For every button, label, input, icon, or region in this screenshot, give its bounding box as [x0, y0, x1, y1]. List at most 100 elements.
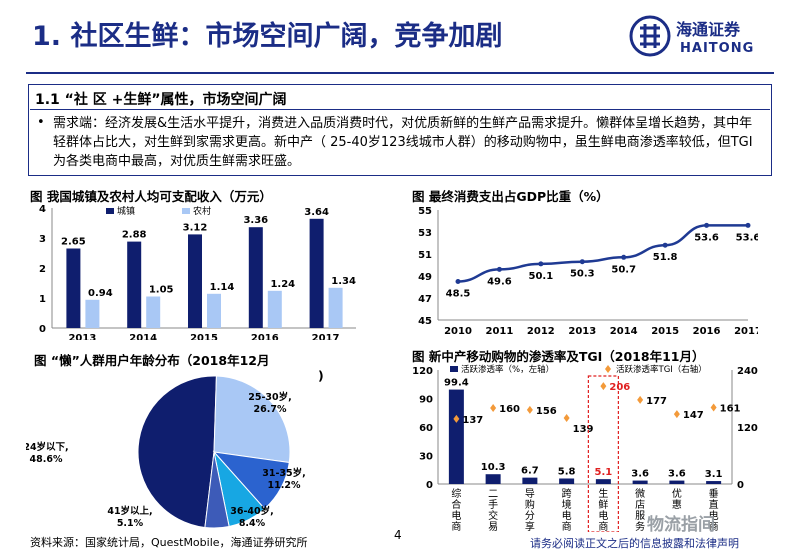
data-point — [579, 259, 585, 265]
chart-age-title: 图 “懒”人群用户年龄分布（2018年12月 — [34, 353, 270, 368]
bar-urban — [309, 218, 324, 328]
pie-slice-value: 26.7% — [254, 404, 287, 415]
data-label: 51.8 — [653, 252, 678, 263]
data-label: 50.3 — [570, 269, 595, 280]
x-tick-label: 2010 — [444, 326, 472, 337]
y-left-tick-label: 120 — [412, 366, 433, 377]
y-left-tick-label: 60 — [419, 423, 433, 434]
bar-rural-label: 1.14 — [210, 282, 235, 293]
x-tick-char: 服 — [635, 510, 645, 522]
x-tick-char: 电 — [562, 509, 572, 522]
x-tick-char: 商 — [451, 520, 461, 532]
summary-text: 需求端：经济发展&生活水平提升，消费进入品质消费时代，对优质新鲜的生鲜产品需求提… — [53, 116, 753, 169]
bar-rural — [146, 296, 161, 328]
summary-box: 1.1 “社 区 +生鲜”属性，市场空间广阔 • 需求端：经济发展&生活水平提升… — [28, 84, 772, 176]
series-line — [457, 224, 748, 283]
bar-rural — [328, 287, 343, 328]
slide-title: 1. 社区生鲜：市场空间广阔，竞争加剧 — [32, 21, 503, 52]
tgi-label: 160 — [499, 404, 520, 415]
pie-slice — [213, 375, 291, 464]
y-left-tick-label: 0 — [426, 480, 433, 491]
x-tick-label: 2016 — [693, 326, 721, 337]
bar-label: 3.1 — [705, 469, 723, 480]
x-tick-char: 导 — [525, 488, 535, 500]
bar-penetration — [595, 479, 611, 484]
highlight-box — [587, 375, 619, 532]
legend-label-tgi: 活跃渗透率TGI（右轴） — [616, 364, 707, 375]
legend-marker-tgi — [605, 365, 611, 373]
bar-rural-label: 1.05 — [149, 285, 174, 296]
bar-urban-label: 3.12 — [183, 222, 208, 233]
y-tick-label: 51 — [418, 250, 432, 261]
data-label: 53.6 — [694, 232, 719, 243]
x-tick-char: 综 — [451, 487, 461, 500]
x-tick-char: 商 — [562, 520, 572, 532]
bar-urban — [248, 227, 263, 328]
tgi-marker — [600, 382, 607, 391]
x-tick-char: 电 — [451, 509, 461, 522]
x-tick-char: 电 — [598, 509, 608, 522]
chart-income: 0 1 2 3 4 城镇 农村 2.65 0.94 2013 2.88 1.05 2014 3.12 1.1… — [39, 204, 356, 340]
x-tick-char: 店 — [635, 498, 645, 511]
data-point — [496, 266, 502, 272]
chart-tgi-title: 图 新中产移动购物的渗透率及TGI（2018年11月） — [412, 349, 705, 364]
bar-penetration — [485, 474, 501, 484]
y-right-tick-label: 240 — [737, 366, 758, 377]
watermark-text: 物流指间 — [647, 515, 715, 535]
x-tick-char: 易 — [488, 521, 498, 532]
tgi-marker — [673, 410, 680, 419]
x-tick-label: 2014 — [129, 333, 157, 340]
tgi-label: 177 — [646, 396, 667, 407]
x-tick-label: 2015 — [190, 333, 218, 340]
data-label: 48.5 — [446, 289, 471, 300]
tgi-label: 139 — [573, 424, 594, 435]
pie-slice-label: 36-40岁, — [230, 505, 274, 517]
pie-slice-label: 24岁以下, — [26, 441, 69, 453]
y-tick-label: 47 — [418, 294, 432, 305]
x-tick-char: 鲜 — [598, 498, 608, 511]
logo-cn-text: 海通证券 — [676, 20, 741, 39]
y-right-tick-label: 0 — [737, 480, 744, 491]
bar-penetration — [522, 477, 538, 484]
x-tick-char: 直 — [709, 498, 719, 511]
bar-rural-label: 1.24 — [270, 279, 295, 290]
y-tick-label: 2 — [39, 264, 46, 275]
x-tick-label: 2011 — [486, 326, 514, 337]
bar-penetration — [559, 478, 575, 484]
tgi-marker — [526, 405, 533, 414]
chart-age-title-tail: ) — [318, 368, 324, 383]
chart-income-title: 图 我国城镇及农村人均可支配收入（万元） — [30, 189, 272, 204]
tgi-marker — [710, 403, 717, 412]
chart-consumption-title: 图 最终消费支出占GDP比重（%） — [412, 189, 609, 204]
bar-urban-label: 3.64 — [304, 207, 329, 218]
bar-urban-label: 2.65 — [61, 237, 86, 248]
data-label: 49.6 — [487, 276, 512, 287]
x-tick-char: 生 — [598, 487, 608, 500]
legend-swatch — [182, 208, 190, 214]
title-divider — [26, 72, 774, 74]
x-tick-label: 2013 — [68, 333, 96, 340]
bar-penetration — [448, 389, 464, 484]
pie-slice-value: 11.2% — [268, 480, 301, 491]
x-tick-label: 2014 — [610, 326, 638, 337]
x-tick-char: 惠 — [672, 498, 682, 511]
bar-urban-label: 2.88 — [122, 230, 147, 241]
pie-slice-value: 48.6% — [30, 454, 63, 465]
legend-swatch-bar — [450, 366, 458, 372]
data-label: 50.7 — [611, 264, 636, 275]
tgi-marker — [453, 414, 460, 423]
bar-penetration — [669, 480, 685, 484]
data-label: 50.1 — [529, 271, 554, 282]
chart-age: 24岁以下,48.6% 25-30岁,26.7% 31-35岁,11.2% 36-40… — [26, 375, 306, 529]
bar-label: 5.8 — [558, 466, 576, 477]
tgi-label: 206 — [609, 382, 630, 393]
pie-slice-label: 25-30岁, — [248, 391, 292, 403]
x-tick-char: 微 — [635, 487, 645, 500]
x-tick-char: 二 — [488, 489, 498, 500]
page-number: 4 — [394, 528, 402, 542]
data-label: 53.6 — [736, 232, 758, 243]
x-tick-char: 购 — [525, 498, 535, 511]
tgi-label: 161 — [720, 404, 741, 415]
data-point — [621, 254, 627, 260]
tgi-marker — [490, 404, 497, 412]
